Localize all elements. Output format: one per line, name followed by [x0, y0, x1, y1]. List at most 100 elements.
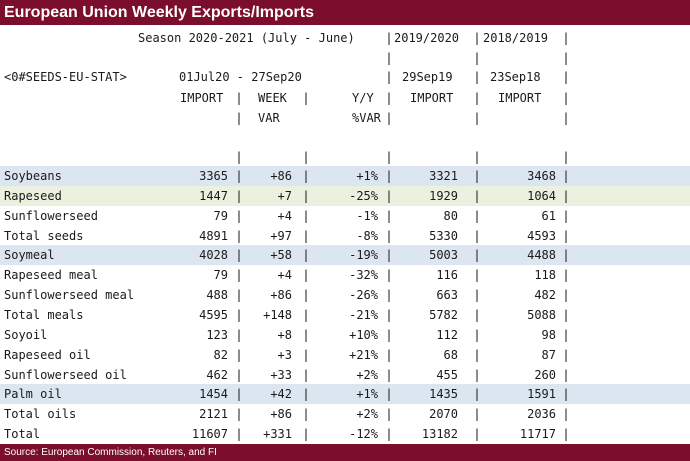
week-var-value: +58: [270, 248, 292, 263]
commodity-name: Soymeal: [4, 248, 55, 263]
column-separator: |: [473, 387, 481, 402]
column-separator: |: [473, 70, 481, 84]
import-2019-header: IMPORT: [410, 91, 454, 105]
yy-var-value: -8%: [356, 228, 378, 243]
column-separator: |: [562, 367, 570, 382]
column-separator: |: [235, 307, 243, 322]
season-header: Season 2020-2021 (July - June): [138, 31, 355, 45]
week-var-value: +331: [263, 427, 292, 442]
date-2019-header: 29Sep19: [402, 70, 453, 84]
import-2018-value: 61: [541, 208, 556, 223]
column-separator: |: [385, 248, 393, 263]
column-separator: |: [473, 111, 481, 125]
yy-var-value: -26%: [349, 288, 378, 303]
import-value: 123: [206, 327, 228, 342]
table-row: Soybeans 3365 +86 +1% 3321 3468: [0, 166, 690, 186]
import-value: 4595: [199, 307, 228, 322]
yy-var-value: +1%: [356, 387, 378, 402]
column-separator: |: [473, 169, 481, 183]
import-value: 11607: [191, 427, 228, 442]
import-value: 1447: [199, 188, 228, 203]
commodity-name: Rapeseed: [4, 188, 62, 203]
column-separator: |: [235, 188, 243, 203]
import-2018-value: 118: [534, 268, 556, 283]
ric-code: <0#SEEDS-EU-STAT>: [4, 70, 127, 84]
yy-var-value: +21%: [349, 347, 378, 362]
column-separator: |: [385, 150, 393, 164]
yy-var-value: -19%: [349, 248, 378, 263]
column-separator: |: [385, 427, 393, 442]
column-separator: |: [473, 150, 481, 164]
import-2019-value: 80: [443, 208, 458, 223]
column-separator: |: [302, 387, 310, 402]
column-separator: |: [385, 31, 393, 45]
import-2019-value: 1435: [429, 387, 458, 402]
column-separator: |: [562, 327, 570, 342]
column-separator: |: [562, 288, 570, 303]
column-separator: |: [562, 427, 570, 442]
column-separator: |: [562, 228, 570, 243]
column-separator: |: [302, 91, 310, 105]
column-separator: |: [235, 327, 243, 342]
import-2019-value: 13182: [421, 427, 458, 442]
yy-var-value: -25%: [349, 188, 378, 203]
import-2019-value: 5782: [429, 307, 458, 322]
import-2018-value: 1064: [527, 188, 556, 203]
table-row: Total 11607 +331 -12% 13182 11717: [0, 424, 690, 444]
column-separator: |: [235, 427, 243, 442]
column-separator: |: [235, 208, 243, 223]
column-separator: |: [473, 367, 481, 382]
column-separator: |: [302, 288, 310, 303]
import-2019-value: 5330: [429, 228, 458, 243]
page-title: European Union Weekly Exports/Imports: [0, 0, 690, 25]
column-separator: |: [302, 407, 310, 422]
table-row: Soymeal 4028 +58 -19% 5003 4488: [0, 245, 690, 266]
table-row: Total seeds 4891 +97 -8% 5330 4593: [0, 226, 690, 246]
column-separator: |: [302, 347, 310, 362]
import-value: 3365: [199, 169, 228, 183]
import-2018-value: 4593: [527, 228, 556, 243]
column-separator: |: [302, 268, 310, 283]
import-header: IMPORT: [180, 91, 224, 105]
column-separator: |: [473, 188, 481, 203]
week-var-value: +33: [270, 367, 292, 382]
column-separator: |: [302, 150, 310, 164]
column-separator: |: [562, 407, 570, 422]
commodity-name: Total: [4, 427, 41, 442]
commodity-name: Total oils: [4, 407, 77, 422]
column-separator: |: [302, 427, 310, 442]
import-2019-value: 1929: [429, 188, 458, 203]
column-separator: |: [385, 367, 393, 382]
week-var-value: +4: [277, 208, 292, 223]
yy-var-value: +2%: [356, 367, 378, 382]
column-separator: |: [562, 150, 570, 164]
column-separator: |: [235, 248, 243, 263]
week-var-value: +86: [270, 288, 292, 303]
import-value: 1454: [199, 387, 228, 402]
column-separator: |: [385, 327, 393, 342]
column-separator: |: [385, 307, 393, 322]
var-header: VAR: [258, 111, 280, 125]
column-separator: |: [235, 407, 243, 422]
import-2018-value: 5088: [527, 307, 556, 322]
column-separator: |: [385, 288, 393, 303]
week-header: WEEK: [258, 91, 287, 105]
column-separator: |: [562, 307, 570, 322]
import-value: 2121: [199, 407, 228, 422]
table-row: Sunflowerseed oil 462 +33 +2% 455 260: [0, 365, 690, 385]
pct-var-header: %VAR: [352, 111, 381, 125]
yy-var-value: +10%: [349, 327, 378, 342]
column-separator: |: [385, 111, 393, 125]
column-separator: |: [473, 407, 481, 422]
column-separator: |: [302, 188, 310, 203]
column-separator: |: [385, 91, 393, 105]
source-note: Source: European Commission, Reuters, an…: [0, 444, 690, 461]
import-2018-value: 11717: [519, 427, 556, 442]
column-separator: |: [562, 387, 570, 402]
column-separator: |: [385, 169, 393, 183]
column-separator: |: [473, 268, 481, 283]
column-separator: |: [562, 31, 570, 45]
week-var-value: +86: [270, 407, 292, 422]
week-var-value: +7: [277, 188, 292, 203]
yy-header: Y/Y: [352, 91, 374, 105]
